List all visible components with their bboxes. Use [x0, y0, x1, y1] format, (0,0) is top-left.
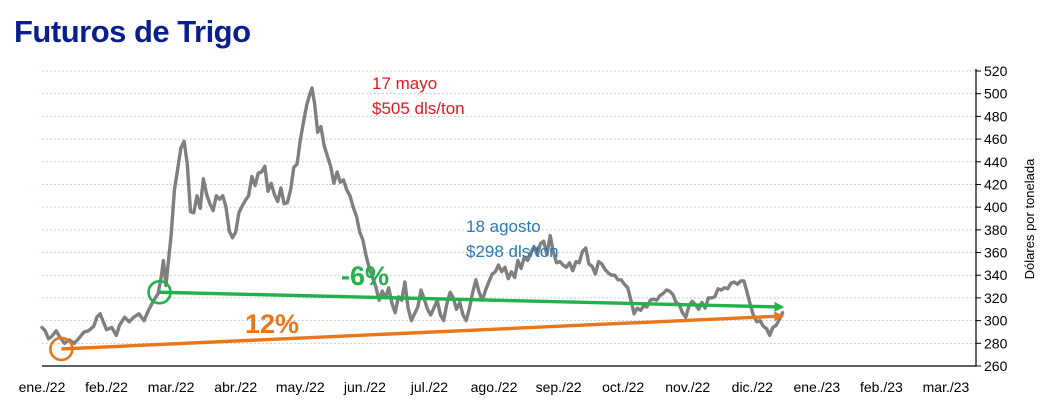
y-tick-label: 340: [984, 267, 1008, 283]
y-tick-label: 400: [984, 199, 1008, 215]
y-tick-label: 520: [984, 63, 1008, 79]
x-tick-label: jul./22: [410, 379, 449, 395]
x-tick-label: sep./22: [536, 379, 582, 395]
x-tick-label: jun./22: [343, 379, 386, 395]
y-axis-label: Dólares por tonelada: [1022, 158, 1037, 279]
trend-start-circle-green: [147, 279, 172, 305]
gridlines: [42, 70, 976, 344]
annotation-aug: $298 dls/ton: [466, 242, 559, 261]
y-tick-label: 260: [984, 358, 1008, 374]
x-tick-label: ene./23: [793, 379, 840, 395]
annotation-peak: 17 mayo: [372, 74, 437, 93]
annotation-peak: $505 dls/ton: [372, 99, 465, 118]
axes: 260 280 300 320 340 360 380 400 420 440 460 480 500 5…: [19, 63, 1037, 395]
trend-label-green: -6%: [341, 261, 389, 291]
trend-line-green: [159, 290, 785, 312]
x-tick-label: abr./22: [214, 379, 257, 395]
trend-line-orange: [61, 311, 785, 351]
x-tick-label: ene./22: [19, 379, 66, 395]
x-tick-label: mar./23: [923, 379, 970, 395]
trend-lines: -6% 12%: [49, 261, 785, 362]
trend-start-circle-orange: [49, 336, 74, 362]
y-tick-label: 440: [984, 154, 1008, 170]
x-tick-label: mar./22: [148, 379, 195, 395]
chart-title: Futuros de Trigo: [14, 14, 251, 49]
y-tick-label: 360: [984, 245, 1008, 261]
y-tick-label: 300: [984, 313, 1008, 329]
y-tick-label: 380: [984, 222, 1008, 238]
x-tick-label: may./22: [276, 379, 325, 395]
x-tick-label: feb./22: [85, 379, 128, 395]
x-tick-label: oct./22: [602, 379, 644, 395]
y-tick-label: 500: [984, 86, 1008, 102]
y-tick-label: 320: [984, 290, 1008, 306]
y-tick-label: 460: [984, 131, 1008, 147]
annotations: 17 mayo $505 dls/ton 18 agosto $298 dls/ton: [372, 74, 559, 261]
annotation-aug: 18 agosto: [466, 217, 541, 236]
trend-label-orange: 12%: [245, 309, 299, 339]
x-tick-label: ago./22: [471, 379, 518, 395]
x-tick-label: dic./22: [732, 379, 773, 395]
y-tick-label: 420: [984, 176, 1008, 192]
x-tick-label: feb./23: [860, 379, 903, 395]
x-tick-label: nov./22: [665, 379, 710, 395]
y-tick-label: 280: [984, 335, 1008, 351]
y-tick-label: 480: [984, 108, 1008, 124]
